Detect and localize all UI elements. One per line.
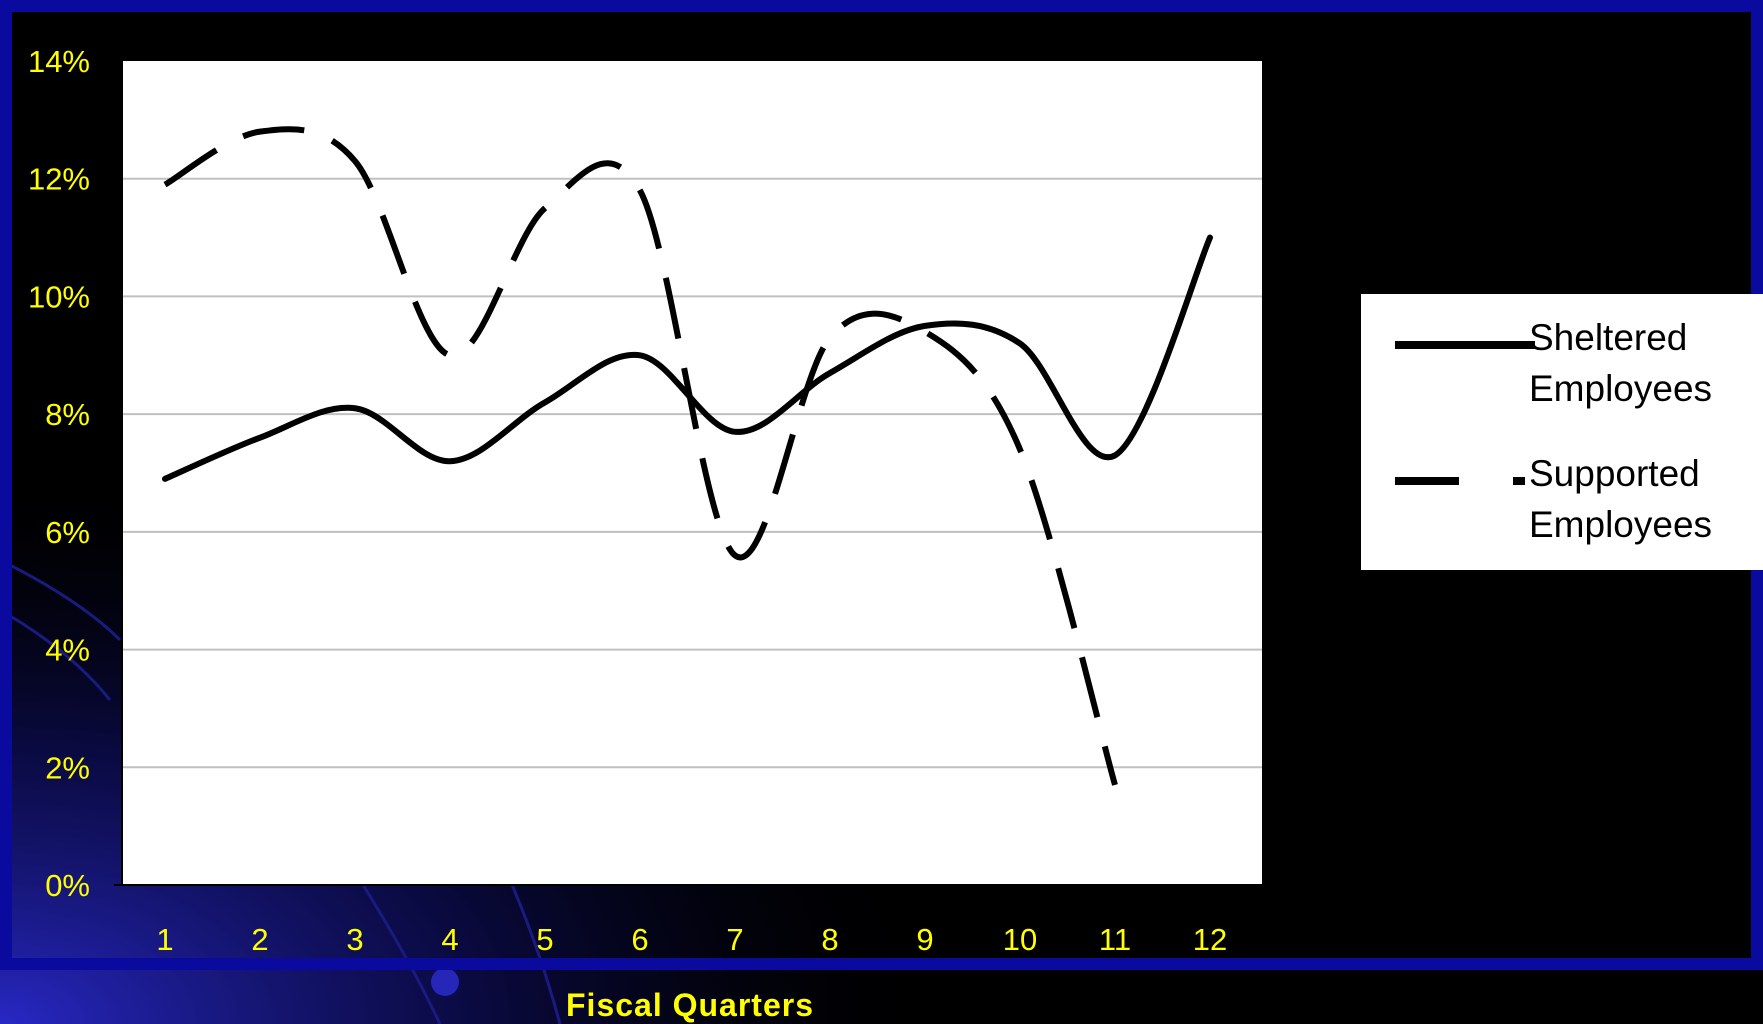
y-tick-label: 8%: [45, 397, 90, 432]
series-line-supported-employees: [163, 126, 1118, 786]
legend-item-supported-employees: Supported Employees: [1361, 438, 1763, 558]
x-tick-label: 10: [1003, 922, 1037, 957]
y-tick-label: 12%: [28, 162, 90, 197]
x-tick-label: 4: [441, 922, 458, 957]
plot-area: [122, 61, 1262, 885]
x-tick-label: 7: [726, 922, 743, 957]
x-tick-label: 12: [1193, 922, 1227, 957]
x-tick-label: 9: [916, 922, 933, 957]
legend-swatch-solid: [1395, 341, 1535, 349]
x-tick-label: 11: [1099, 922, 1131, 957]
y-tick-label: 2%: [45, 750, 90, 785]
y-tick-label: 4%: [45, 633, 90, 668]
legend-swatch-dashed: [1395, 477, 1535, 485]
legend-item-sheltered-employees: Sheltered Employees: [1361, 302, 1763, 422]
decorative-dot: [431, 968, 459, 996]
y-tick-label: 6%: [45, 515, 90, 550]
legend-label: Supported Employees: [1529, 453, 1713, 545]
x-tick-label: 1: [156, 922, 173, 957]
x-tick-label: 8: [821, 922, 838, 957]
legend-label: Sheltered Employees: [1529, 317, 1713, 409]
x-tick-label: 5: [536, 922, 553, 957]
decorative-swoosh: [0, 558, 562, 1024]
y-tick-label: 14%: [28, 44, 90, 79]
x-tick-label: 6: [631, 922, 648, 957]
x-tick-label: 2: [251, 922, 268, 957]
chart-legend: Sheltered Employees Supported Employees: [1361, 294, 1763, 570]
y-tick-label: 0%: [45, 868, 90, 903]
y-tick-label: 10%: [28, 279, 90, 314]
x-tick-label: 3: [346, 922, 363, 957]
x-axis-title: Fiscal Quarters: [566, 987, 814, 1023]
series-line-sheltered-employees: [162, 234, 1213, 482]
